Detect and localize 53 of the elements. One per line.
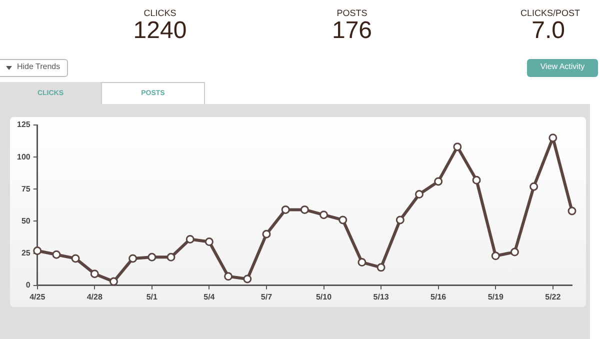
x-tick-label: 5/4 <box>204 292 216 302</box>
text: CLICKS/POST <box>519 8 580 18</box>
x-tick-label: 4/28 <box>86 292 103 302</box>
point <box>224 272 233 281</box>
y-tick-label: 100 <box>16 152 31 162</box>
text: Hide Trends <box>17 62 60 71</box>
x-tick-label: 5/1 <box>146 292 158 302</box>
text: 176 <box>330 17 374 45</box>
point <box>243 274 252 284</box>
text: POSTS <box>336 8 368 18</box>
point <box>414 190 424 199</box>
point <box>376 263 386 272</box>
y-tick-label: 125 <box>16 120 31 130</box>
point <box>358 258 366 267</box>
text: CLICKS <box>142 8 178 18</box>
x-tick-label: 5/16 <box>430 292 447 302</box>
point <box>109 277 118 286</box>
point <box>530 182 538 191</box>
x-tick-label: 5/22 <box>545 292 562 302</box>
y-tick-label: 75 <box>21 184 31 194</box>
point <box>90 270 99 278</box>
point <box>300 205 309 214</box>
y-tick-label: 0 <box>26 280 31 290</box>
point <box>472 176 481 184</box>
point <box>148 252 156 262</box>
point <box>33 246 42 256</box>
x-tick-label: 5/19 <box>488 292 504 302</box>
point <box>128 254 138 263</box>
point <box>338 216 348 224</box>
point <box>186 234 194 244</box>
point <box>453 142 462 152</box>
point <box>434 177 443 186</box>
x-tick-label: 5/13 <box>373 292 390 302</box>
text: 1240 <box>132 17 188 45</box>
x-tick-label: 5/10 <box>316 292 332 302</box>
point <box>262 230 271 238</box>
point <box>491 252 500 260</box>
point <box>568 206 576 216</box>
point <box>281 205 290 214</box>
point <box>320 210 328 220</box>
text: 7.0 <box>530 17 565 45</box>
y-tick-label: 25 <box>21 248 31 258</box>
point <box>71 254 80 263</box>
y-tick-label: 50 <box>21 216 31 226</box>
x-tick-label: 5/7 <box>260 292 273 302</box>
point <box>510 248 519 256</box>
point <box>52 250 61 259</box>
point <box>548 134 558 142</box>
text: View Activity <box>539 62 586 71</box>
point <box>204 238 214 246</box>
x-tick-label: 4/25 <box>30 292 46 302</box>
point <box>166 252 176 262</box>
point <box>396 216 404 224</box>
